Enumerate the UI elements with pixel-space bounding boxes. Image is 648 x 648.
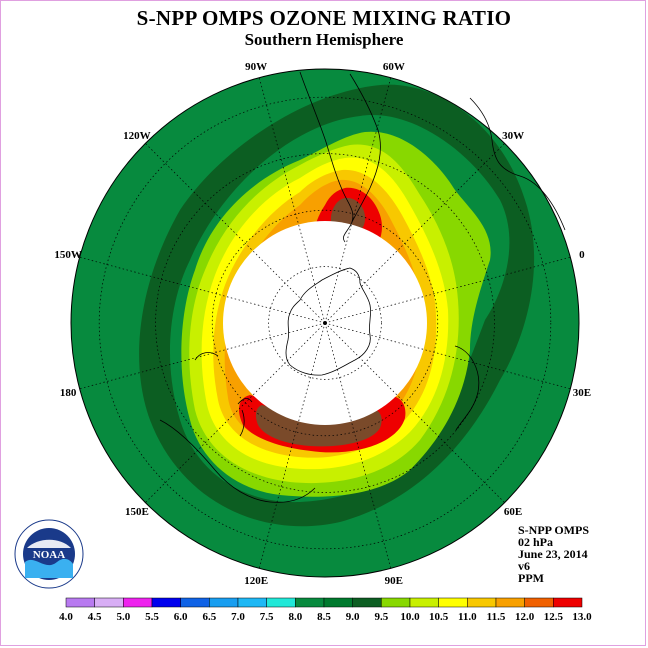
colorbar-swatch (180, 597, 210, 608)
colorbar: 4.0 4.5 5.0 5.5 6.0 6.5 7.0 7.5 8.0 8.5 9.0 9.5 10.0… (59, 597, 592, 623)
colorbar-tick-label: 4.0 (59, 611, 73, 623)
south-pole-marker (323, 321, 327, 325)
colorbar-tick-label: 11.0 (458, 611, 477, 623)
colorbar-tick-label: 10.5 (429, 611, 449, 623)
colorbar-tick-label: 5.0 (116, 611, 130, 623)
longitude-label: 150E (125, 506, 149, 518)
colorbar-swatch (352, 597, 382, 608)
noaa-logo-text: NOAA (33, 549, 65, 561)
map-boundary (70, 68, 580, 578)
colorbar-swatch (295, 597, 325, 608)
coastline-australia (159, 352, 316, 503)
colorbar-tick-label: 11.5 (487, 611, 506, 623)
longitude-label: 30W (502, 130, 524, 142)
map-title: S-NPP OMPS OZONE MIXING RATIO (136, 6, 512, 30)
colorbar-tick-label: 10.0 (400, 611, 420, 623)
latitude-circle (268, 266, 382, 380)
latitude-circle (155, 153, 495, 493)
noaa-logo: NOAA (14, 519, 84, 589)
info-line-satellite: S-NPP OMPS (518, 523, 589, 537)
colorbar-swatch (151, 597, 181, 608)
colorbar-tick-label: 12.0 (515, 611, 535, 623)
colorbar-swatch (209, 597, 239, 608)
longitude-label: 150W (54, 249, 82, 261)
latitude-circle (211, 209, 439, 437)
colorbar-swatch (65, 597, 95, 608)
info-line-date: June 23, 2014 (518, 547, 588, 561)
longitude-label: 60W (383, 61, 405, 73)
longitude-label: 60E (504, 506, 522, 518)
colorbar-tick-label: 9.5 (374, 611, 388, 623)
colorbar-swatch (266, 597, 296, 608)
graticule (79, 77, 571, 569)
longitude-label: 180 (60, 387, 77, 399)
colorbar-tick-label: 4.5 (88, 611, 102, 623)
colorbar-tick-label: 8.0 (288, 611, 302, 623)
colorbar-tick-label: 6.5 (202, 611, 216, 623)
colorbar-swatch (524, 597, 554, 608)
longitude-label: 90E (385, 575, 403, 587)
info-line-version: v6 (518, 559, 530, 573)
info-line-units: PPM (518, 571, 544, 585)
longitude-label: 120E (244, 575, 268, 587)
coastline-antarctica (285, 267, 371, 376)
colorbar-tick-label: 13.0 (572, 611, 592, 623)
colorbar-swatch (438, 597, 468, 608)
colorbar-tick-label: 8.5 (317, 611, 331, 623)
info-line-pressure: 02 hPa (518, 535, 554, 549)
colorbar-swatch (237, 597, 267, 608)
colorbar-tick-label: 6.0 (174, 611, 188, 623)
longitude-label: 120W (123, 130, 151, 142)
colorbar-swatch (553, 597, 583, 608)
longitude-label: 0 (579, 249, 585, 261)
colorbar-swatch (467, 597, 497, 608)
colorbar-swatch (323, 597, 353, 608)
coastlines (159, 71, 566, 503)
latitude-circle (98, 96, 552, 550)
info-block: S-NPP OMPS 02 hPa June 23, 2014 v6 PPM (518, 524, 589, 584)
longitude-label: 90W (245, 61, 267, 73)
contour-12p5-band (255, 197, 382, 447)
coastline-new-zealand (237, 398, 253, 437)
longitude-labels: 90W 60W 30W 0 30E 60E 90E 120E 150E 180 150W 120W (54, 61, 591, 587)
colorbar-swatch (123, 597, 153, 608)
colorbar-swatch (409, 597, 439, 608)
colorbar-tick-label: 7.5 (260, 611, 274, 623)
colorbar-swatch (381, 597, 411, 608)
colorbar-swatch (495, 597, 525, 608)
coastline-africa (454, 97, 566, 431)
colorbar-tick-label: 7.0 (231, 611, 245, 623)
map-subtitle: Southern Hemisphere (244, 30, 404, 49)
longitude-label: 30E (573, 387, 591, 399)
colorbar-tick-label: 9.0 (346, 611, 360, 623)
colorbar-swatch (94, 597, 124, 608)
colorbar-tick-label: 12.5 (544, 611, 564, 623)
colorbar-tick-label: 5.5 (145, 611, 159, 623)
coastline-south-america (299, 71, 381, 243)
